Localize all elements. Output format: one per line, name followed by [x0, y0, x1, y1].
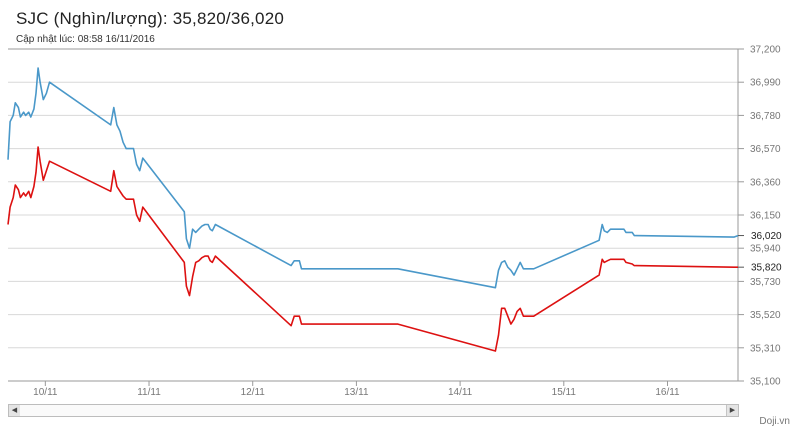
update-timestamp: Cập nhật lúc: 08:58 16/11/2016 — [16, 34, 155, 45]
y-tick-label: 36,990 — [750, 78, 781, 89]
y-tick-label: 35,520 — [750, 310, 781, 321]
series-lines — [7, 67, 739, 352]
y-tick-label: 37,200 — [750, 45, 781, 56]
y-tick-label: 35,310 — [750, 343, 781, 354]
y-tick-label: 36,570 — [750, 144, 781, 155]
y-tick-label: 36,360 — [750, 177, 781, 188]
x-tick-label: 16/11 — [655, 387, 680, 398]
x-tick-label: 15/11 — [552, 387, 577, 398]
axes — [8, 48, 744, 386]
y-tick-label: 35,100 — [750, 377, 781, 388]
scroll-thumb[interactable] — [20, 405, 727, 416]
x-tick-label: 14/11 — [448, 387, 473, 398]
buy-price-line — [7, 146, 738, 352]
scroll-right-icon[interactable]: ▶ — [726, 405, 738, 416]
source-credit: Doji.vn — [759, 416, 790, 427]
x-tick-label: 11/11 — [137, 387, 161, 398]
x-tick-label: 13/11 — [344, 387, 369, 398]
x-tick-label: 12/11 — [241, 387, 266, 398]
sell-price-line — [7, 67, 739, 289]
grid-lines — [8, 81, 738, 349]
chart-scrollbar[interactable]: ◀ ▶ — [8, 404, 739, 417]
y-tick-label: 35,940 — [750, 244, 781, 255]
y-tick-label: 36,780 — [750, 111, 781, 122]
tick-labels: 35,100 35,310 35,520 35,730 35,940 36,150 36,3… — [33, 45, 782, 399]
end-value-label: 35,820 — [751, 263, 782, 274]
y-tick-label: 36,150 — [750, 211, 781, 222]
chart-title: SJC (Nghìn/lượng): 35,820/36,020 — [16, 9, 285, 28]
y-tick-label: 35,730 — [750, 277, 781, 288]
price-chart: 35,100 35,310 35,520 35,730 35,940 36,150 36,3… — [7, 45, 782, 399]
end-value-label: 36,020 — [751, 231, 782, 242]
x-tick-label: 10/11 — [33, 387, 58, 398]
